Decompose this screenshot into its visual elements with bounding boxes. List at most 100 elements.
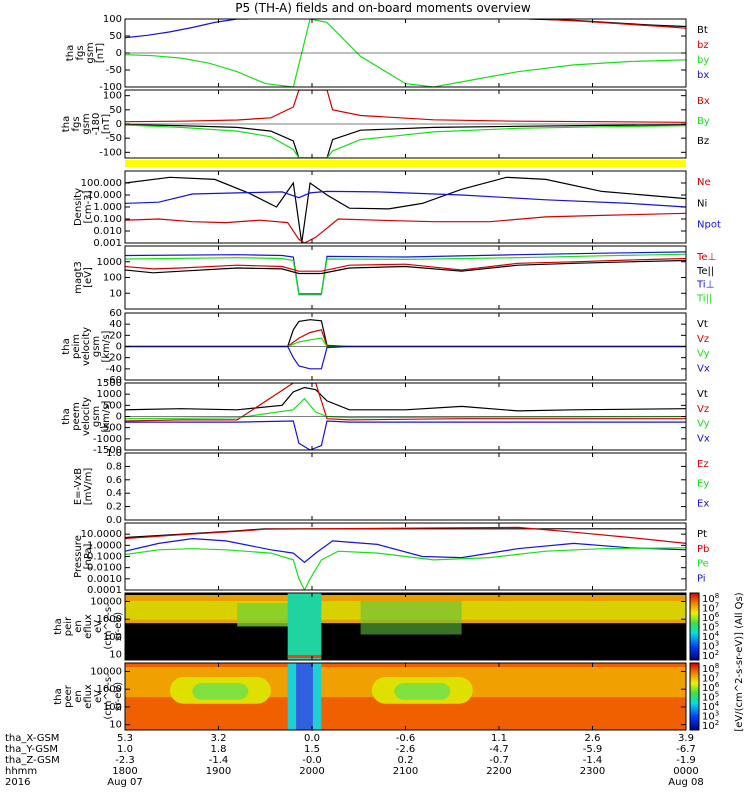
legend-Vx: Vx [697, 363, 710, 374]
panel-ylabel-line: Density [73, 188, 84, 226]
y-tick-label: 0.100 [93, 214, 122, 225]
y-tick-label: 0 [116, 412, 122, 423]
y-tick-label: 40 [109, 319, 122, 330]
y-tick-label: 0 [116, 342, 122, 353]
ephemeris-value: -1.4 [209, 755, 229, 766]
colorbar-peer_eflux [689, 662, 700, 731]
ephemeris-value: 2100 [393, 766, 418, 777]
heatmap-blob-green [394, 683, 451, 700]
legend-Ti||: Ti|| [696, 293, 712, 304]
ephemeris-value: 2300 [580, 766, 605, 777]
y-tick-label: 0.0001 [87, 585, 122, 596]
legend-Vy: Vy [697, 349, 710, 360]
series-line-Npot [125, 190, 686, 208]
ephemeris-value: -0.6 [396, 733, 416, 744]
series-line-Vy [125, 337, 686, 348]
panel-ylabel: E=-VxB[mV/m] [73, 468, 94, 506]
panel-fgs_gsm: Bt bz by bx 100 50 0 -50 -100 thafgsgsm[nT] [65, 14, 709, 93]
series-group [125, 176, 686, 243]
plot-title: P5 (TH-A) fields and on-board moments ov… [235, 1, 531, 15]
y-tick-label: 0.001 [93, 238, 122, 249]
series-line-Vx [125, 345, 686, 370]
colorbar-peir_eflux [689, 592, 700, 661]
ephemeris-row-label: tha_X-GSM [5, 733, 59, 744]
y-tick-label: -100 [99, 82, 122, 93]
y-tick-label: 0.6 [106, 475, 122, 486]
panel-ylabel-line: [mV/m] [83, 468, 94, 506]
ephemeris-value: -5.9 [583, 744, 603, 755]
heatmap-column-blue [296, 663, 313, 730]
y-tick-label: 1000 [97, 684, 122, 695]
ephemeris-footer: tha_X-GSM 5.3 3.2 0.0 -0.6 1.1 2.6 3.9 tha_Y-GSM… [5, 733, 704, 788]
colorbar-tick-exponent: 5 [715, 691, 719, 699]
series-line-Ti|| [125, 253, 686, 296]
heatmap-low-energy-strip [287, 655, 322, 658]
series-line-Vt [125, 319, 686, 348]
panel-ylabel-line: [eV] [83, 267, 94, 288]
ephemeris-value: Aug 08 [668, 777, 703, 788]
y-tick-label: 0 [116, 119, 122, 130]
legend-Te||: Te|| [696, 266, 714, 277]
ephemeris-value: 0000 [673, 766, 698, 777]
legend-Vz: Vz [697, 404, 709, 415]
colorbar-tick-exponent: 4 [715, 700, 720, 708]
y-tick-label: 1000 [97, 257, 122, 268]
y-tick-label: 100 [103, 702, 122, 713]
panel-ylabel-line: (cm^2-s- [103, 673, 114, 720]
ephemeris-value: -4.7 [489, 744, 509, 755]
y-tick-label: -20 [106, 353, 122, 364]
colorbar-tick-exponent: 3 [715, 640, 719, 648]
panel-ylabel-line: gsm [85, 42, 96, 63]
colorbar-tick-exponent: 2 [715, 649, 719, 657]
y-tick-label: -1500 [93, 445, 122, 456]
panel-ylabel-line: peem [71, 402, 82, 430]
ephemeris-value: -6.7 [676, 744, 696, 755]
series-line-Te⊥ [125, 257, 686, 272]
y-tick-label: 500 [103, 400, 122, 411]
y-tick-label: 10.0000 [81, 529, 122, 540]
y-tick-label: 100.000 [81, 178, 122, 189]
panel-ylabel-line: [nT] [101, 114, 112, 134]
y-tick-label: 0.1000 [87, 552, 122, 563]
series-line-Vt [125, 386, 686, 412]
panel-ylabel-line: gsm [81, 113, 92, 134]
series-line-Vz [125, 383, 686, 422]
ephemeris-value: 0.2 [398, 755, 414, 766]
ephemeris-row-label: tha_Y-GSM [5, 744, 58, 755]
panel-ylabel-line: tha [61, 408, 72, 424]
series-group [125, 251, 686, 296]
panel-ylabel-line: (cm^2-s- [103, 603, 114, 650]
series-group [125, 19, 686, 87]
ephemeris-value: 0.0 [304, 733, 320, 744]
panel-ylabel-line: [km/s] [101, 330, 112, 362]
y-tick-label: 0.010 [93, 226, 122, 237]
flag-bar [125, 160, 686, 167]
ephemeris-row-label: tha_Z-GSM [5, 755, 60, 766]
colorbars-group: 1081071061051041031021081071061051041031… [689, 592, 720, 732]
panel-frame [124, 170, 687, 244]
y-tick-label: 0 [116, 48, 122, 59]
panel-ylabel-line: sr-eV) [113, 612, 124, 641]
y-tick-label: -40 [106, 364, 122, 375]
panel-ylabel: thafgsgsm[nT] [65, 42, 106, 63]
panel-ylabel-line: eV [93, 620, 104, 633]
y-tick-label: 20 [109, 330, 122, 341]
legend-Vz: Vz [697, 334, 709, 345]
colorbar-label: [eV/(cm^2-s-sr-eV)] (All Qs) [734, 592, 745, 731]
series-line-By [125, 124, 686, 158]
ephemeris-value: 3.9 [678, 733, 694, 744]
y-tick-label: -500 [99, 423, 122, 434]
legend-Pt: Pt [697, 529, 707, 540]
panel-ylabel-line: gsm [91, 336, 102, 357]
colorbar-tick-exponent: 3 [715, 710, 719, 718]
legend-Ti⊥: Ti⊥ [696, 280, 714, 291]
series-group [125, 90, 686, 158]
legend-Ey: Ey [697, 479, 709, 490]
panel-peir_eflux: 10000100010010thapeirenefluxeV(cm^2-s-sr… [53, 592, 687, 661]
series-line-Vy [125, 397, 686, 420]
panel-ylabel-line: tha [61, 116, 72, 132]
panel-ylabel-line: tha [65, 45, 76, 61]
y-tick-label: 0.0 [106, 515, 122, 526]
y-tick-label: 10.000 [87, 190, 122, 201]
